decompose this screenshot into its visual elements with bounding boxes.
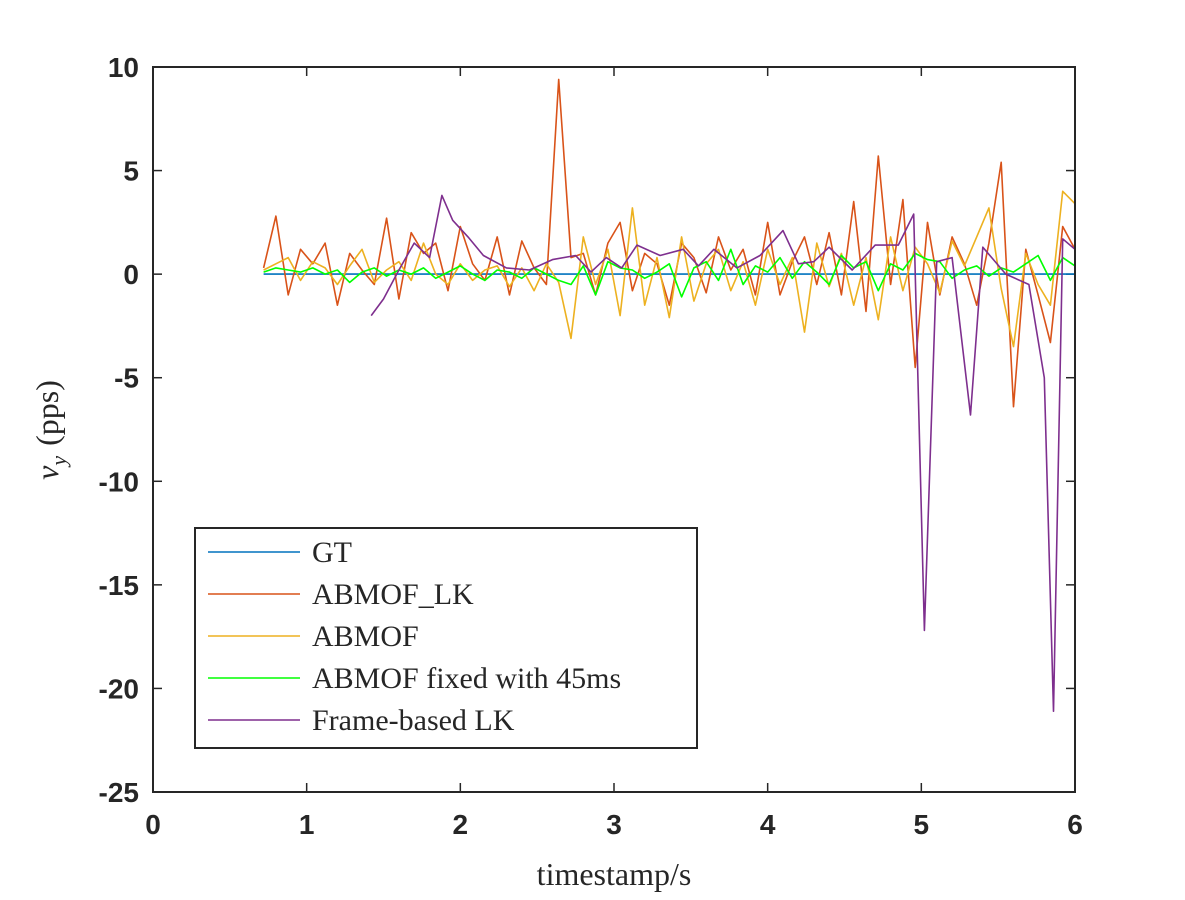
- y-tick-label: 10: [108, 52, 139, 83]
- y-label-unit: (pps): [29, 380, 65, 446]
- x-tick-label: 1: [299, 809, 315, 840]
- series-line: [262, 78, 1076, 408]
- y-tick-label: -15: [99, 570, 139, 601]
- y-tick-label: -25: [99, 777, 139, 808]
- x-tick-label: 6: [1067, 809, 1083, 840]
- y-tick-label: -10: [99, 466, 139, 497]
- axes-frame: [152, 66, 1076, 793]
- legend-label: ABMOF_LK: [312, 578, 474, 611]
- x-tick-label: 3: [606, 809, 622, 840]
- y-tick-label: -20: [99, 673, 139, 704]
- x-axis-label: timestamp/s: [537, 856, 692, 892]
- series-line: [370, 194, 1076, 713]
- legend-label: ABMOF: [312, 620, 419, 653]
- x-tick-label: 2: [453, 809, 469, 840]
- y-label-subscript: y: [46, 456, 71, 468]
- x-tick-label: 4: [760, 809, 776, 840]
- x-tick-label: 5: [914, 809, 930, 840]
- legend-box: [194, 527, 698, 749]
- y-tick-label: 0: [123, 259, 139, 290]
- y-axis-label: vy (pps): [29, 380, 71, 480]
- legend-label: Frame-based LK: [312, 704, 515, 737]
- series-line: [263, 190, 1076, 348]
- y-label-symbol: v: [29, 465, 65, 480]
- y-tick-label: 5: [123, 156, 139, 187]
- y-tick-label: -5: [114, 363, 139, 394]
- legend-label: ABMOF fixed with 45ms: [312, 662, 621, 695]
- x-tick-label: 0: [145, 809, 161, 840]
- legend-label: GT: [312, 536, 352, 569]
